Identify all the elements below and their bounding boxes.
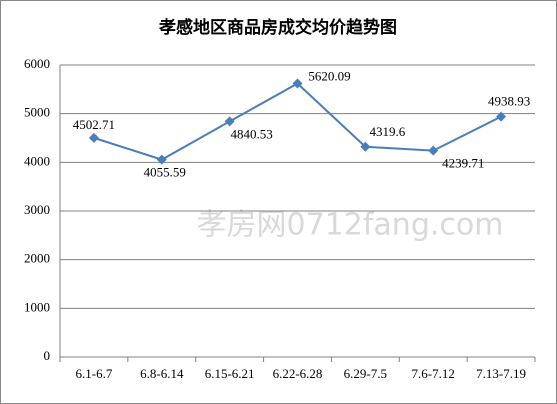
data-label: 4055.59 (144, 165, 186, 180)
y-tick-label: 0 (44, 348, 51, 363)
marker (88, 132, 99, 143)
chart-title: 孝感地区商品房成交均价趋势图 (159, 17, 397, 38)
marker (156, 154, 167, 165)
marker (292, 78, 303, 89)
y-tick-label: 3000 (24, 202, 50, 217)
y-tick-label: 4000 (24, 153, 50, 168)
x-tick-label: 6.8-6.14 (140, 366, 184, 381)
marker (496, 111, 507, 122)
watermark: 孝房网0712fang.com (197, 208, 504, 243)
x-tick-label: 6.15-6.21 (205, 366, 255, 381)
x-tick-label: 6.1-6.7 (76, 366, 113, 381)
data-label: 4938.93 (488, 94, 530, 109)
y-tick-label: 1000 (24, 299, 50, 314)
y-tick-label: 5000 (24, 105, 50, 120)
y-tick-label: 6000 (24, 56, 50, 71)
data-label: 4840.53 (231, 126, 273, 141)
data-label: 4502.71 (73, 117, 115, 132)
x-tick-label: 7.13-7.19 (476, 366, 526, 381)
x-tick-label: 6.22-6.28 (273, 366, 323, 381)
data-label: 4319.6 (369, 124, 405, 139)
x-tick-label: 7.6-7.12 (412, 366, 455, 381)
x-tick-label: 6.29-7.5 (344, 366, 387, 381)
marker (428, 145, 439, 156)
marker (224, 116, 235, 127)
y-tick-label: 2000 (24, 251, 50, 266)
data-label: 4239.71 (442, 156, 484, 171)
data-label: 5620.09 (308, 68, 350, 83)
marker (360, 141, 371, 152)
